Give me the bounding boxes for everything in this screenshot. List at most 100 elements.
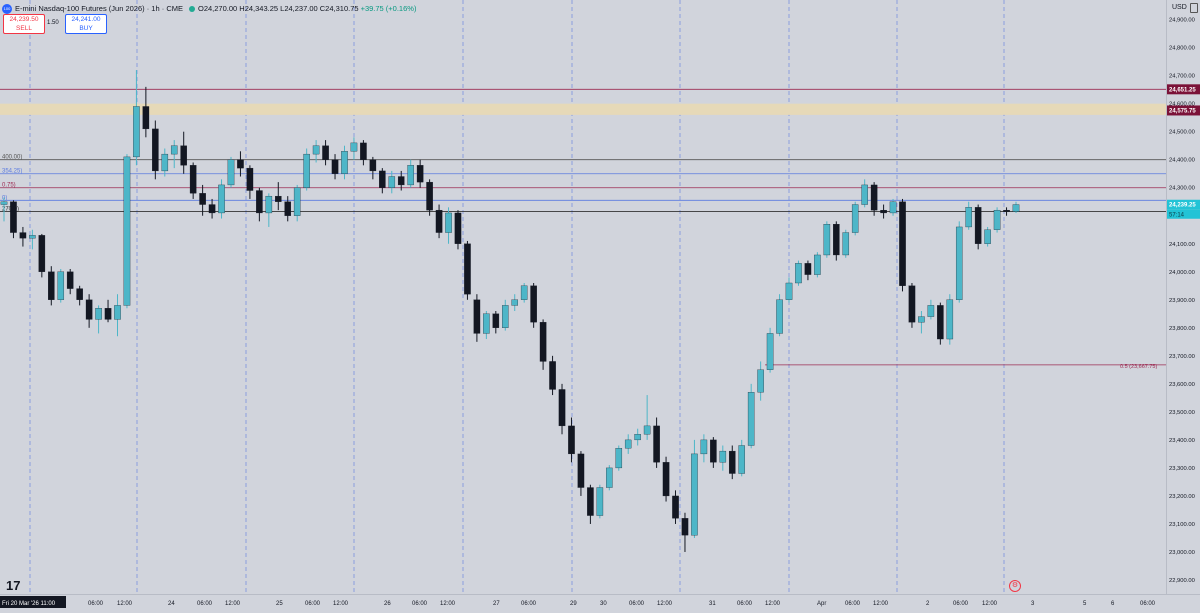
candle[interactable]	[133, 70, 140, 166]
candle[interactable]	[293, 184, 301, 222]
candle[interactable]	[851, 201, 859, 236]
candle[interactable]	[208, 198, 216, 219]
symbol-logo-icon[interactable]: 100	[2, 3, 12, 14]
candle[interactable]	[473, 294, 481, 342]
time-axis[interactable]: Fri 20 Mar '26 11:00 06:00 12:00 24 06:00 12:…	[0, 594, 1200, 608]
candle[interactable]	[549, 355, 556, 396]
candle[interactable]	[918, 311, 925, 334]
candle[interactable]	[95, 305, 102, 334]
candle[interactable]	[946, 294, 954, 345]
candle[interactable]	[284, 196, 292, 222]
candle[interactable]	[558, 383, 566, 435]
candle[interactable]	[142, 86, 150, 138]
candle[interactable]	[388, 170, 396, 194]
candle[interactable]	[322, 140, 329, 166]
candle[interactable]	[492, 311, 500, 334]
candle[interactable]	[937, 302, 944, 345]
candle[interactable]	[728, 445, 736, 480]
candle[interactable]	[501, 299, 509, 331]
symbol-title[interactable]: E-mini Nasdaq-100 Futures (Jun 2026) · 1…	[15, 4, 183, 13]
candle[interactable]	[899, 198, 906, 292]
candle[interactable]	[407, 159, 414, 188]
candle[interactable]	[974, 204, 982, 250]
price-badge[interactable]	[1167, 84, 1200, 95]
buy-button[interactable]: 24,241.00 BUY	[65, 14, 107, 34]
candle[interactable]	[653, 417, 660, 468]
candle[interactable]	[993, 207, 1001, 233]
candle[interactable]	[19, 226, 27, 247]
candle[interactable]	[568, 417, 575, 463]
supply-zone[interactable]	[0, 103, 1166, 115]
candle[interactable]	[483, 311, 490, 340]
candle[interactable]	[350, 137, 358, 160]
candle[interactable]	[369, 156, 377, 180]
candle[interactable]	[965, 201, 972, 230]
candle[interactable]	[152, 120, 159, 180]
candle[interactable]	[85, 294, 93, 328]
candle[interactable]	[341, 145, 348, 180]
candle[interactable]	[861, 179, 868, 208]
candle[interactable]	[303, 148, 310, 191]
candle[interactable]	[57, 268, 65, 303]
candle[interactable]	[189, 162, 197, 199]
candle[interactable]	[0, 197, 8, 222]
candle[interactable]	[606, 465, 613, 491]
candle[interactable]	[624, 434, 632, 454]
price-axis[interactable]: 24,900.00 24,800.00 24,700.00 24,600.00 24,5…	[1166, 0, 1200, 594]
candle[interactable]	[520, 282, 528, 303]
currency-selector[interactable]: USD	[1172, 4, 1187, 11]
candle[interactable]	[691, 439, 698, 538]
candle[interactable]	[180, 131, 187, 174]
candle[interactable]	[76, 285, 83, 306]
candle[interactable]	[908, 282, 916, 328]
candle[interactable]	[218, 179, 225, 219]
candle[interactable]	[842, 229, 850, 258]
candle[interactable]	[530, 282, 537, 328]
candle[interactable]	[312, 140, 320, 163]
candle[interactable]	[710, 437, 717, 468]
candle[interactable]	[123, 154, 131, 309]
candle[interactable]	[1003, 207, 1010, 216]
candle[interactable]	[795, 260, 802, 286]
candle[interactable]	[170, 140, 178, 169]
candle[interactable]	[889, 198, 897, 216]
candle[interactable]	[397, 170, 405, 191]
timezone-settings-icon[interactable]: ⚙	[1009, 580, 1021, 592]
candle[interactable]	[804, 260, 812, 281]
candle[interactable]	[634, 428, 641, 446]
candle[interactable]	[870, 182, 878, 216]
candle[interactable]	[662, 456, 670, 502]
candle[interactable]	[360, 140, 367, 166]
candle[interactable]	[672, 490, 679, 524]
chart-pane[interactable]: 400.00)354.25)0.75)0)270.0)0.5 (23,667.7…	[0, 0, 1166, 594]
candle[interactable]	[984, 226, 991, 247]
candle[interactable]	[814, 252, 821, 278]
candle[interactable]	[227, 156, 235, 188]
candle[interactable]	[539, 319, 547, 370]
candle[interactable]	[265, 193, 273, 227]
sell-button[interactable]: 24,239.50 SELL	[3, 14, 45, 34]
candle[interactable]	[719, 445, 727, 471]
candle[interactable]	[426, 179, 433, 216]
tradingview-logo[interactable]: 17	[6, 578, 21, 593]
candle[interactable]	[823, 221, 831, 258]
candle[interactable]	[927, 299, 935, 320]
candle[interactable]	[577, 451, 585, 496]
candle[interactable]	[511, 294, 519, 312]
price-chart[interactable]: 400.00)354.25)0.75)0)270.0)0.5 (23,667.7…	[0, 0, 1166, 594]
candle[interactable]	[833, 221, 840, 261]
candle[interactable]	[596, 484, 604, 519]
candle[interactable]	[104, 299, 112, 323]
candle[interactable]	[785, 277, 793, 303]
candle[interactable]	[747, 383, 755, 449]
candle[interactable]	[256, 187, 263, 222]
candle[interactable]	[766, 327, 774, 373]
candle[interactable]	[237, 151, 244, 177]
candle[interactable]	[955, 221, 963, 303]
candle[interactable]	[615, 445, 623, 471]
candle[interactable]	[700, 434, 708, 463]
candle[interactable]	[29, 229, 36, 250]
candle[interactable]	[416, 159, 424, 188]
candle[interactable]	[331, 154, 339, 180]
lock-icon[interactable]	[1190, 3, 1198, 13]
